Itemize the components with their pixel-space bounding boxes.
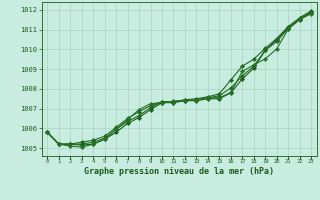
X-axis label: Graphe pression niveau de la mer (hPa): Graphe pression niveau de la mer (hPa) [84, 167, 274, 176]
